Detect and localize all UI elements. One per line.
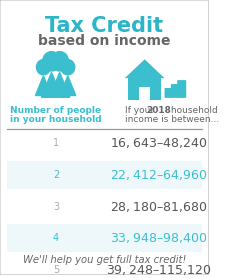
Circle shape	[51, 52, 69, 71]
Text: in your household: in your household	[10, 115, 102, 124]
Polygon shape	[49, 72, 70, 97]
Circle shape	[61, 59, 75, 75]
FancyBboxPatch shape	[128, 78, 161, 100]
Text: 5: 5	[53, 265, 59, 275]
Circle shape	[36, 59, 50, 75]
FancyBboxPatch shape	[0, 0, 209, 275]
FancyBboxPatch shape	[164, 88, 173, 98]
FancyBboxPatch shape	[171, 84, 180, 98]
Text: 2018: 2018	[146, 106, 171, 115]
Polygon shape	[125, 59, 164, 78]
Text: income is between...: income is between...	[125, 115, 219, 124]
Circle shape	[43, 52, 60, 71]
Text: If your: If your	[125, 106, 157, 115]
FancyBboxPatch shape	[177, 80, 186, 98]
Polygon shape	[35, 76, 51, 96]
Text: $16,643 – $48,240: $16,643 – $48,240	[109, 136, 207, 150]
Text: We'll help you get full tax credit!: We'll help you get full tax credit!	[23, 255, 186, 265]
Text: 2: 2	[53, 170, 59, 180]
Text: Number of people: Number of people	[10, 106, 102, 115]
Text: 1: 1	[53, 138, 59, 148]
Polygon shape	[60, 76, 76, 96]
Text: $22,412 – $64,960: $22,412 – $64,960	[109, 168, 207, 182]
Text: $28,180 – $81,680: $28,180 – $81,680	[109, 200, 207, 214]
Text: based on income: based on income	[38, 34, 171, 48]
Text: 4: 4	[53, 233, 59, 243]
Text: $33,948 – $98,400: $33,948 – $98,400	[109, 231, 207, 245]
FancyBboxPatch shape	[7, 224, 202, 252]
Text: household: household	[168, 106, 218, 115]
Text: $39,248 – $115,120: $39,248 – $115,120	[106, 263, 211, 277]
Text: 3: 3	[53, 202, 59, 212]
FancyBboxPatch shape	[7, 161, 202, 189]
Text: Tax Credit: Tax Credit	[45, 16, 164, 36]
Polygon shape	[41, 72, 62, 97]
FancyBboxPatch shape	[139, 87, 150, 100]
